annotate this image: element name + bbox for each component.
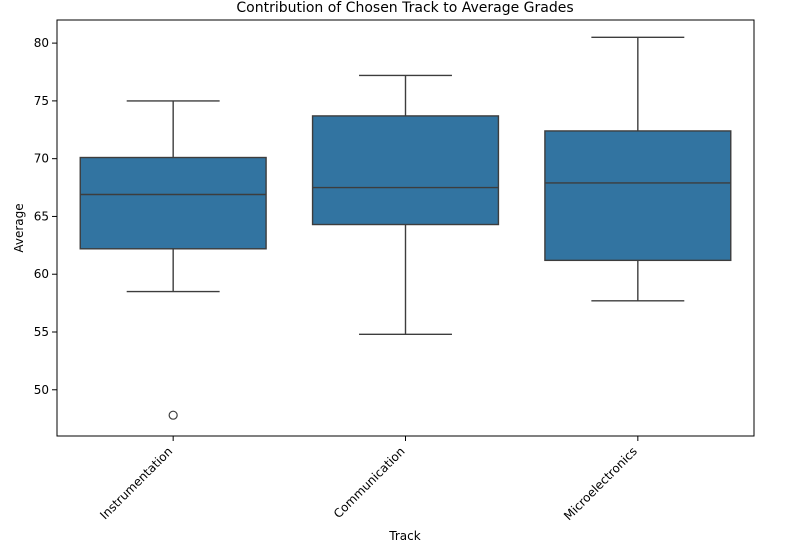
box-iqr <box>79 156 267 250</box>
y-axis: 50 55 60 65 70 75 80 <box>34 36 57 397</box>
x-tick-label: Communication <box>331 444 408 521</box>
box-iqr <box>311 115 500 226</box>
chart-title: Contribution of Chosen Track to Average … <box>236 0 573 16</box>
box-group-microelectronics <box>544 36 732 302</box>
y-tick-label: 50 <box>34 383 49 397</box>
box-group-communication <box>311 74 500 336</box>
box-iqr <box>544 130 732 262</box>
outlier-point <box>168 410 178 420</box>
plot-marks <box>79 36 732 420</box>
y-tick-label: 70 <box>34 152 49 166</box>
y-tick-label: 60 <box>34 267 49 281</box>
y-tick-label: 55 <box>34 325 49 339</box>
x-tick-label: Microelectronics <box>561 444 640 523</box>
box-group-instrumentation <box>79 100 267 420</box>
y-tick-label: 80 <box>34 36 49 50</box>
y-tick-label: 65 <box>34 209 49 223</box>
x-axis: Instrumentation Communication Microelectro… <box>97 436 640 523</box>
y-tick-label: 75 <box>34 94 49 108</box>
x-tick-label: Instrumentation <box>97 444 175 522</box>
x-axis-label: Track <box>388 529 420 543</box>
y-axis-label: Average <box>12 203 26 252</box>
